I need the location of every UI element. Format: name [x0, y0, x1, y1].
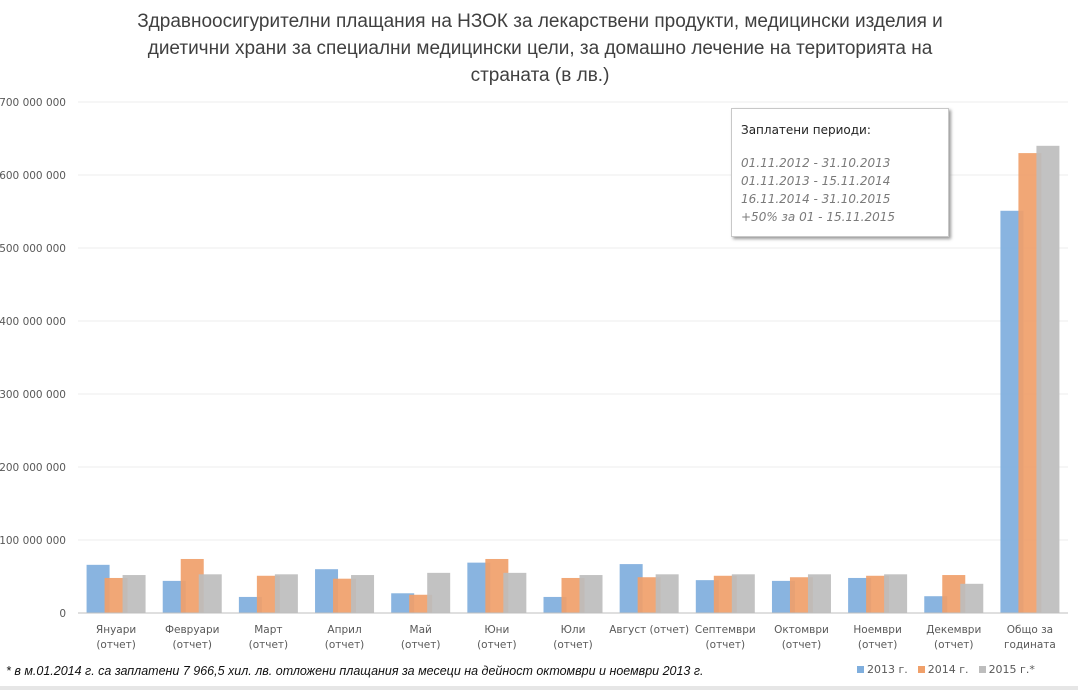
- x-tick-label: (отчет): [782, 639, 822, 651]
- bar-2014: [866, 575, 890, 613]
- bar-2013: [619, 564, 643, 613]
- bar-2013: [924, 596, 948, 613]
- legend-swatch: [917, 666, 925, 673]
- bar-2015: [198, 574, 222, 613]
- x-tick-label: Април: [327, 624, 361, 636]
- legend-swatch: [857, 666, 864, 673]
- x-tick-label: (отчет): [706, 639, 746, 651]
- bar-2013: [238, 596, 262, 613]
- bottom-divider: [0, 686, 1078, 690]
- note-period-line: 01.11.2012 - 31.10.2013: [741, 156, 891, 170]
- legend-item-2013: 2013 г.: [857, 663, 908, 676]
- y-tick-label: 600 000 000: [0, 170, 66, 182]
- paid-periods-note: Заплатени периоди: 01.11.2012 - 31.10.20…: [731, 108, 949, 237]
- x-tick-label: Март: [254, 624, 282, 636]
- bar-2015: [427, 572, 451, 613]
- bar-2015: [731, 574, 755, 613]
- x-tick-label: Септември: [695, 624, 756, 636]
- bar-2014: [561, 577, 585, 613]
- bar-2015: [503, 572, 527, 613]
- bar-2014: [104, 577, 128, 613]
- chart-title-line: Здравноосигурителни плащания на НЗОК за …: [137, 11, 943, 32]
- x-tick-label: Ноември: [853, 624, 901, 636]
- x-tick-label: (отчет): [934, 639, 974, 651]
- note-period-line: 16.11.2014 - 31.10.2015: [741, 192, 891, 206]
- bar-2015: [1036, 145, 1060, 614]
- bar-2015: [351, 575, 375, 613]
- legend-swatch: [978, 666, 986, 673]
- chart-title: Здравноосигурителни плащания на НЗОК за …: [60, 8, 1020, 89]
- x-tick-label: Октомври: [774, 624, 829, 636]
- y-tick-label: 700 000 000: [0, 97, 66, 109]
- x-tick-label: Август (отчет): [609, 624, 689, 636]
- bar-2013: [848, 577, 872, 613]
- x-tick-label: Февруари: [165, 624, 220, 636]
- x-tick-label: (отчет): [401, 639, 441, 651]
- bar-2014: [409, 594, 433, 613]
- legend-item-2015: 2015 г.*: [978, 663, 1035, 676]
- chart-legend: 2013 г. 2014 г. 2015 г.*: [857, 663, 1035, 676]
- bar-2014: [256, 575, 280, 613]
- bar-2015: [884, 574, 908, 613]
- bar-2014: [637, 577, 661, 613]
- bar-2015: [274, 574, 298, 613]
- x-tick-label: (отчет): [553, 639, 593, 651]
- x-tick-label: (отчет): [325, 639, 365, 651]
- bar-2015: [807, 574, 831, 613]
- footnote: * в м.01.2014 г. са заплатени 7 966,5 хи…: [6, 664, 704, 678]
- bar-2013: [1000, 210, 1024, 613]
- bar-2013: [467, 562, 491, 613]
- bar-2015: [655, 574, 679, 613]
- bar-2014: [485, 558, 509, 613]
- legend-label: 2015 г.*: [988, 663, 1035, 676]
- x-tick-label: Юни: [484, 624, 509, 636]
- x-tick-label: Общо за: [1007, 624, 1053, 636]
- note-period-line: 01.11.2013 - 15.11.2014: [741, 174, 891, 188]
- chart-title-line: страната (в лв.): [470, 65, 610, 86]
- bar-2013: [695, 580, 719, 613]
- bar-2013: [315, 569, 339, 613]
- bar-chart: 0 100 000 000 200 000 000 300 000 000 400 00…: [0, 97, 1068, 651]
- y-tick-label: 0: [59, 608, 66, 620]
- bar-2013: [86, 564, 110, 613]
- bar-2013: [543, 596, 567, 613]
- legend-label: 2013 г.: [867, 663, 908, 676]
- bar-2015: [960, 583, 984, 613]
- y-tick-label: 100 000 000: [0, 535, 66, 547]
- bar-2014: [713, 575, 737, 613]
- note-title: Заплатени периоди:: [741, 123, 871, 137]
- x-tick-label: (отчет): [96, 639, 136, 651]
- x-tick-label: Декември: [926, 624, 981, 636]
- bar-2014: [942, 575, 966, 613]
- bar-2014: [180, 558, 204, 613]
- bar-2014: [333, 578, 357, 613]
- bar-2014: [789, 577, 813, 613]
- x-tick-label: (отчет): [858, 639, 898, 651]
- x-tick-label: Януари: [96, 624, 136, 636]
- bar-2015: [122, 575, 146, 613]
- bar-2015: [579, 575, 603, 613]
- bar-2014: [1018, 153, 1042, 613]
- x-tick-label: Май: [410, 624, 432, 636]
- x-tick-label: (отчет): [249, 639, 289, 651]
- y-tick-label: 200 000 000: [0, 462, 66, 474]
- x-tick-label: (отчет): [477, 639, 517, 651]
- bar-2013: [771, 580, 795, 613]
- y-tick-label: 400 000 000: [0, 316, 66, 328]
- bar-2013: [391, 593, 415, 613]
- chart-title-line: диетични храни за специални медицински ц…: [147, 38, 933, 59]
- bar-2013: [162, 580, 186, 613]
- legend-item-2014: 2014 г.: [917, 663, 969, 676]
- legend-label: 2014 г.: [927, 663, 969, 676]
- x-tick-label: годината: [1004, 639, 1056, 651]
- note-period-line: +50% за 01 - 15.11.2015: [741, 210, 896, 224]
- x-tick-label: Юли: [561, 624, 586, 636]
- y-tick-label: 300 000 000: [0, 389, 66, 401]
- x-tick-label: (отчет): [172, 639, 212, 651]
- y-tick-label: 500 000 000: [0, 243, 66, 255]
